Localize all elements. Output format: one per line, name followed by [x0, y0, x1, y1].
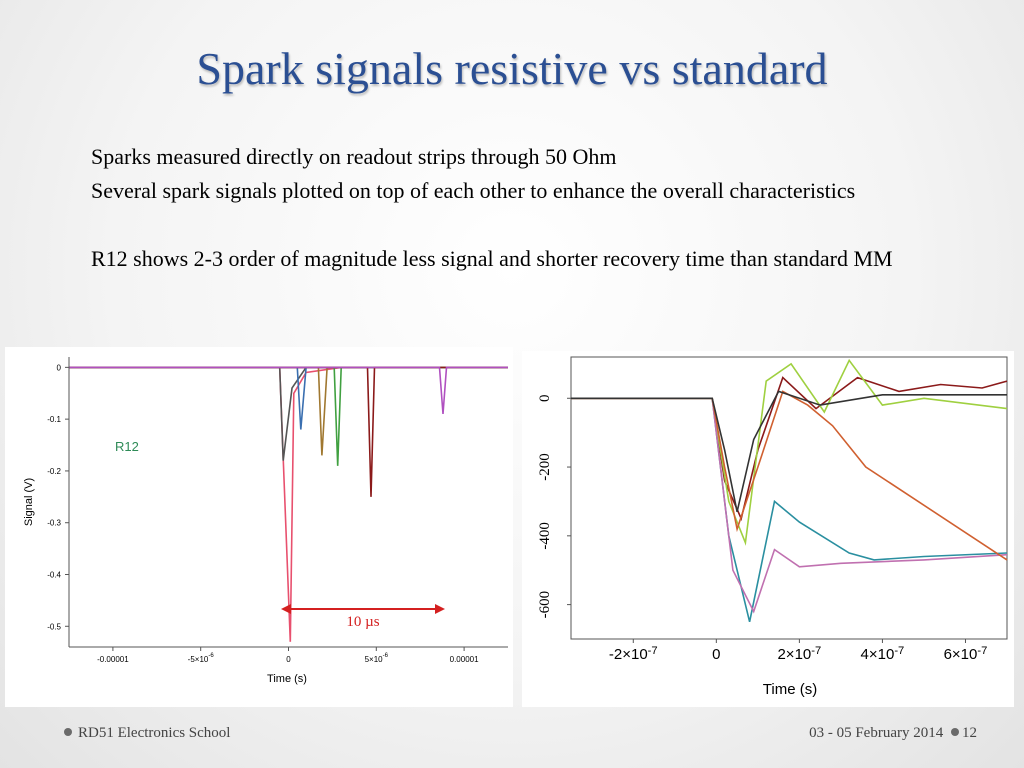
footer-right: 03 - 05 February 2014 12 [809, 725, 977, 742]
left-x-tick-label: 0 [286, 655, 291, 664]
right-x-tick-label: -2×10-7 [609, 645, 658, 663]
left-y-tick-label: -0.2 [47, 467, 61, 476]
right-y-tick-label: -400 [537, 522, 553, 550]
right-y-tick-label: -600 [537, 591, 553, 619]
right-x-axis-label: Time (s) [763, 681, 817, 698]
slide-title: Spark signals resistive vs standard [196, 43, 828, 94]
right-x-tick-label: 4×10-7 [861, 645, 905, 663]
right-x-ticks: -2×10-7 0 2×10-7 4×10-7 6×10-7 [609, 639, 988, 663]
right-y-tick-label: 0 [537, 395, 553, 403]
right-x-tick-label: 2×10-7 [777, 645, 821, 663]
right-series-6 [571, 390, 1007, 512]
footer-left-text: RD51 Electronics School [78, 725, 231, 741]
right-series-2 [571, 397, 1008, 622]
footer-date: 03 - 05 February 2014 [809, 725, 944, 741]
left-series-6 [69, 366, 508, 497]
right-series-4 [571, 397, 1008, 614]
standard-mm-signal-chart: 0 -200 -400 -600 -2×10-7 0 2×10-7 4×10-7 6×10-7… [537, 356, 1008, 698]
left-x-ticks: -0.00001 -5×10-6 0 5×10-6 0.00001 [97, 647, 479, 664]
left-y-tick-label: 0 [57, 363, 62, 372]
slide-body: Sparks measured directly on readout stri… [91, 140, 931, 276]
left-y-ticks: 0 -0.1 -0.2 -0.3 -0.4 -0.5 [47, 363, 69, 631]
right-x-tick-label: 0 [712, 646, 720, 663]
right-plot-frame [570, 356, 1008, 640]
bullet-icon [951, 728, 959, 736]
right-series-5 [571, 390, 1008, 561]
left-y-tick-label: -0.3 [47, 519, 61, 528]
standard-series-group [571, 358, 1008, 622]
left-series-7 [69, 366, 508, 415]
ten-microsecond-arrow [281, 604, 445, 614]
body-line-3: R12 shows 2-3 order of magnitude less si… [91, 246, 893, 271]
left-x-tick-label: 0.00001 [450, 655, 479, 664]
right-series-3 [571, 358, 1008, 546]
left-y-tick-label: -0.4 [47, 571, 61, 580]
standard-mm-chart-panel: 0 -200 -400 -600 -2×10-7 0 2×10-7 4×10-7 6×10-7… [522, 351, 1014, 707]
r12-signal-chart: 0 -0.1 -0.2 -0.3 -0.4 -0.5 -0.00001 -5×10-6 0 5×… [23, 357, 508, 685]
left-y-tick-label: -0.1 [47, 415, 61, 424]
right-y-ticks: 0 -200 -400 -600 [537, 395, 571, 619]
bullet-icon [64, 728, 72, 736]
left-x-tick-label: 5×10-6 [365, 653, 389, 664]
right-y-tick-label: -200 [537, 453, 553, 481]
left-x-tick-label: -0.00001 [97, 655, 129, 664]
left-y-axis-label: Signal (V) [23, 478, 35, 526]
page-number: 12 [962, 725, 977, 741]
left-x-tick-label: -5×10-6 [188, 653, 215, 664]
left-x-axis-label: Time (s) [267, 673, 307, 685]
body-line-1: Sparks measured directly on readout stri… [91, 144, 617, 169]
r12-chart-panel: 0 -0.1 -0.2 -0.3 -0.4 -0.5 -0.00001 -5×10-6 0 5×… [5, 347, 513, 707]
right-x-tick-label: 6×10-7 [944, 645, 988, 663]
left-y-tick-label: -0.5 [47, 622, 61, 631]
r12-annotation: R12 [115, 439, 139, 454]
r12-series-group [69, 366, 508, 642]
footer-left: RD51 Electronics School [64, 725, 230, 742]
body-line-2: Several spark signals plotted on top of … [91, 178, 856, 203]
ten-microsecond-annotation: 10 µs [346, 614, 379, 630]
